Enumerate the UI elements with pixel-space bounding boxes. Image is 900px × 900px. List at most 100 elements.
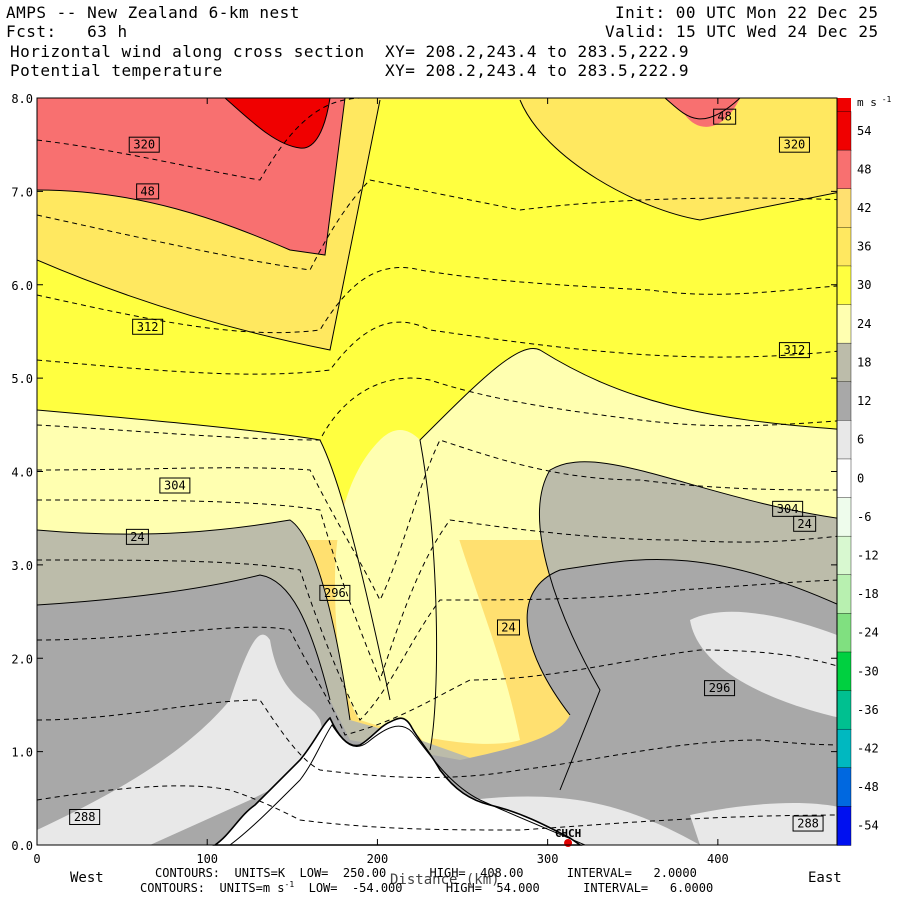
colorbar-swatch bbox=[836, 651, 852, 692]
wind-label-box bbox=[793, 515, 817, 532]
theta-label: 288 bbox=[797, 817, 819, 831]
terrain bbox=[212, 716, 583, 846]
y-tick-label: 7.0 bbox=[11, 185, 33, 199]
x-tick-label: 0 bbox=[33, 852, 40, 866]
colorbar-swatch bbox=[836, 767, 852, 808]
theta-label-box bbox=[69, 808, 101, 825]
colorbar-label: -30 bbox=[857, 664, 879, 678]
x-tick-label: 200 bbox=[367, 852, 389, 866]
wind-label: 24 bbox=[130, 530, 144, 544]
colorbar-label: -54 bbox=[857, 819, 879, 833]
y-tick-label: 4.0 bbox=[11, 466, 33, 480]
colorbar-label: -42 bbox=[857, 741, 879, 755]
field-theta-label: Potential temperature bbox=[10, 61, 223, 80]
y-tick-label: 2.0 bbox=[11, 652, 33, 666]
wind-label-box bbox=[136, 183, 160, 200]
colorbar-swatch bbox=[836, 111, 852, 151]
wind-label-box bbox=[496, 619, 520, 636]
colorbar-swatch bbox=[836, 806, 852, 846]
colorbar-swatch bbox=[836, 227, 852, 267]
colorbar-swatch bbox=[836, 342, 852, 383]
theta-label: 296 bbox=[709, 681, 731, 695]
colorbar-label: -18 bbox=[857, 587, 879, 601]
x-tick-label: 400 bbox=[707, 852, 729, 866]
colorbar-cap bbox=[837, 98, 851, 112]
colorbar-swatch bbox=[836, 420, 852, 460]
y-tick-label: 0.0 bbox=[11, 839, 33, 853]
colorbar-label: 18 bbox=[857, 355, 871, 369]
colorbar-swatch bbox=[836, 265, 852, 306]
cross-section-xy-1: XY= 208.2,243.4 to 283.5,222.9 bbox=[385, 42, 689, 61]
colorbar-swatch bbox=[836, 381, 852, 422]
colorbar-swatch bbox=[836, 188, 852, 229]
wind-label: 24 bbox=[501, 620, 515, 634]
wind-label: 24 bbox=[797, 517, 811, 531]
station-label: CHCH bbox=[555, 827, 582, 840]
y-tick-label: 5.0 bbox=[11, 372, 33, 386]
colorbar-swatch bbox=[836, 613, 852, 653]
colorbar-label: 54 bbox=[857, 124, 871, 138]
valid-time: Valid: 15 UTC Wed 24 Dec 25 bbox=[605, 22, 879, 41]
x-axis-title: Distance (km) bbox=[390, 872, 500, 888]
forecast-hour: Fcst: 63 h bbox=[6, 22, 128, 41]
y-tick-label: 3.0 bbox=[11, 559, 33, 573]
terrain-ridge-line bbox=[229, 724, 586, 846]
theta-label: 304 bbox=[164, 479, 186, 493]
init-time: Init: 00 UTC Mon 22 Dec 25 bbox=[615, 3, 879, 22]
colorbar-label: -48 bbox=[857, 780, 879, 794]
model-title: AMPS -- New Zealand 6-km nest bbox=[6, 3, 300, 22]
theta-label-box bbox=[132, 318, 164, 335]
cross-section-xy-2: XY= 208.2,243.4 to 283.5,222.9 bbox=[385, 61, 689, 80]
theta-label-box bbox=[704, 680, 736, 697]
theta-label-box bbox=[159, 477, 191, 494]
colorbar-label: 36 bbox=[857, 240, 871, 254]
theta-label: 288 bbox=[74, 810, 96, 824]
colorbar-unit: m s -1 bbox=[857, 95, 892, 109]
contour-labels: 320 312 304 296 288 320 312 304 296 288 48 24 24 24 48 bbox=[69, 108, 824, 832]
wind-label-box bbox=[125, 528, 149, 545]
plot-frame bbox=[36, 97, 838, 846]
y-tick-label: 1.0 bbox=[11, 746, 33, 760]
colorbar-label: 0 bbox=[857, 471, 864, 485]
colorbar-swatch bbox=[836, 574, 852, 615]
y-tick-label: 6.0 bbox=[11, 279, 33, 293]
colorbar-label: 30 bbox=[857, 278, 871, 292]
theta-label-box bbox=[778, 136, 810, 153]
theta-label-box bbox=[772, 500, 804, 517]
colorbar-label: 24 bbox=[857, 317, 871, 331]
x-axis-ticks: 0 100 200 300 400 bbox=[33, 98, 729, 866]
y-tick-label: 8.0 bbox=[11, 92, 33, 106]
theta-contour-layer bbox=[37, 98, 837, 831]
field-wind-label: Horizontal wind along cross section bbox=[10, 42, 365, 61]
wind-contour-info: CONTOURS: UNITS=m s-1 LOW= -54.000 HIGH=… bbox=[140, 880, 714, 895]
theta-label: 312 bbox=[784, 343, 806, 357]
west-label: West bbox=[70, 870, 104, 886]
colorbar-label: -6 bbox=[857, 510, 871, 524]
theta-contour-info: CONTOURS: UNITS=K LOW= 250.00 HIGH= 408.… bbox=[155, 866, 697, 880]
colorbar-swatch bbox=[836, 728, 852, 769]
colorbar-swatch bbox=[836, 535, 852, 576]
theta-label-box bbox=[778, 342, 810, 359]
colorbar-swatch bbox=[836, 458, 852, 499]
colorbar-label: -12 bbox=[857, 548, 879, 562]
colorbar-swatch bbox=[836, 690, 852, 730]
colorbar-label: -24 bbox=[857, 626, 879, 640]
theta-label-box bbox=[792, 815, 824, 832]
wind-contour-layer bbox=[37, 98, 837, 791]
colorbar: 54 48 42 36 30 24 18 12 6 0 -6 -12 -18 -24 -30 -36 -42 -4… bbox=[836, 95, 892, 846]
colorbar-label: 6 bbox=[857, 433, 864, 447]
theta-label: 304 bbox=[777, 502, 799, 516]
wind-label-box bbox=[713, 108, 737, 125]
wind-label: 48 bbox=[717, 110, 731, 124]
x-tick-label: 100 bbox=[196, 852, 218, 866]
colorbar-swatch bbox=[836, 149, 852, 190]
wind-shading-layer bbox=[37, 98, 837, 845]
colorbar-swatch bbox=[836, 497, 852, 537]
wind-label: 48 bbox=[140, 184, 154, 198]
theta-label: 320 bbox=[784, 138, 806, 152]
theta-label-box bbox=[319, 584, 351, 601]
x-tick-label: 300 bbox=[537, 852, 559, 866]
y-axis-ticks: 0.0 1.0 2.0 3.0 4.0 5.0 6.0 7.0 8.0 bbox=[11, 92, 837, 853]
east-label: East bbox=[808, 870, 842, 886]
theta-label: 312 bbox=[137, 320, 159, 334]
